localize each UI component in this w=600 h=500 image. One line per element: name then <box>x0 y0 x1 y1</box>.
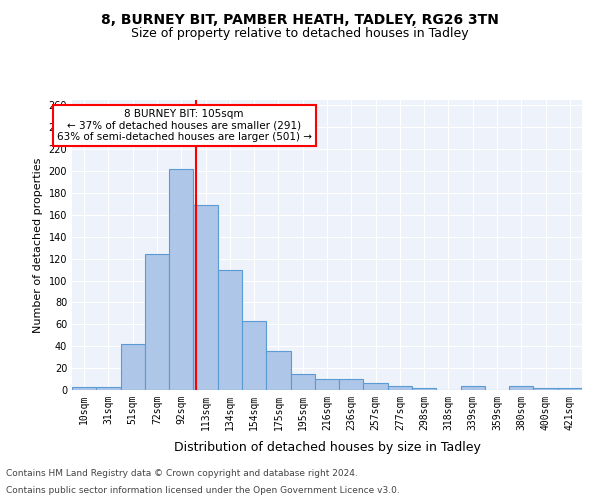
Bar <box>193 205 218 390</box>
Bar <box>461 386 485 390</box>
Text: Distribution of detached houses by size in Tadley: Distribution of detached houses by size … <box>173 441 481 454</box>
Bar <box>218 270 242 390</box>
Bar <box>72 386 96 390</box>
Bar <box>388 386 412 390</box>
Text: Contains HM Land Registry data © Crown copyright and database right 2024.: Contains HM Land Registry data © Crown c… <box>6 468 358 477</box>
Y-axis label: Number of detached properties: Number of detached properties <box>33 158 43 332</box>
Bar <box>169 169 193 390</box>
Bar <box>509 386 533 390</box>
Bar <box>145 254 169 390</box>
Bar <box>290 374 315 390</box>
Bar <box>266 350 290 390</box>
Bar <box>96 386 121 390</box>
Text: 8, BURNEY BIT, PAMBER HEATH, TADLEY, RG26 3TN: 8, BURNEY BIT, PAMBER HEATH, TADLEY, RG2… <box>101 12 499 26</box>
Bar <box>364 384 388 390</box>
Text: Size of property relative to detached houses in Tadley: Size of property relative to detached ho… <box>131 28 469 40</box>
Bar <box>558 388 582 390</box>
Bar <box>412 388 436 390</box>
Bar <box>242 321 266 390</box>
Text: Contains public sector information licensed under the Open Government Licence v3: Contains public sector information licen… <box>6 486 400 495</box>
Text: 8 BURNEY BIT: 105sqm
← 37% of detached houses are smaller (291)
63% of semi-deta: 8 BURNEY BIT: 105sqm ← 37% of detached h… <box>56 108 312 142</box>
Bar <box>533 388 558 390</box>
Bar <box>339 379 364 390</box>
Bar <box>315 379 339 390</box>
Bar <box>121 344 145 390</box>
